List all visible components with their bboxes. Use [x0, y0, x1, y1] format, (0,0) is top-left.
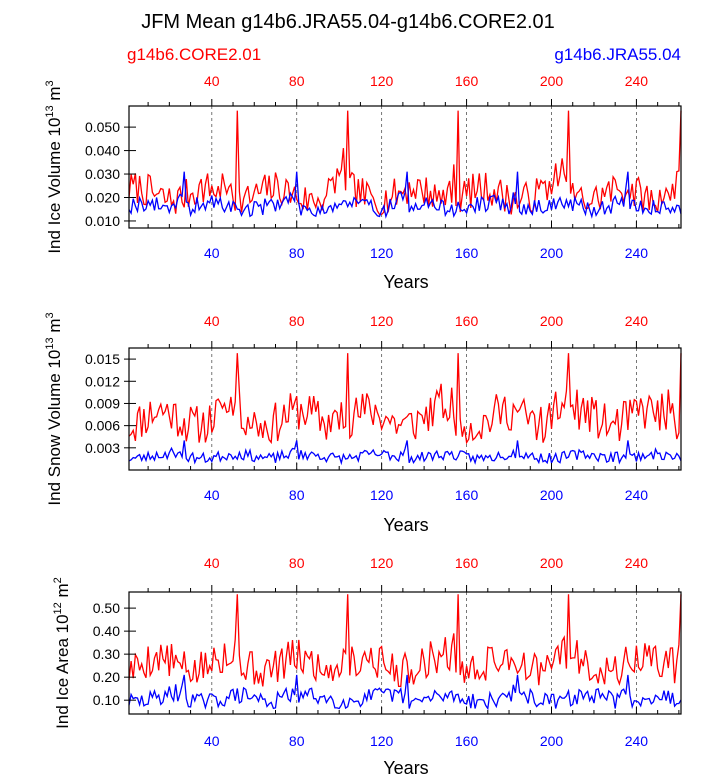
x-tick-label-bottom: 80	[289, 733, 305, 749]
x-tick-label-bottom: 200	[540, 733, 564, 749]
x-tick-label-top: 80	[289, 555, 305, 571]
x-tick-label-bottom: 200	[540, 487, 564, 503]
x-tick-label-top: 80	[289, 73, 305, 89]
y-tick-label: 0.40	[93, 623, 120, 639]
legend-core: g14b6.CORE2.01	[127, 45, 261, 64]
x-tick-label-bottom: 160	[455, 245, 479, 261]
y-axis-title: Ind Ice Volume 1013 m3	[44, 80, 64, 253]
series-line-core	[128, 594, 682, 688]
x-tick-label-top: 120	[370, 73, 394, 89]
x-axis-title: Years	[383, 272, 428, 292]
x-tick-label-bottom: 200	[540, 245, 564, 261]
x-tick-label-top: 40	[204, 555, 220, 571]
x-tick-label-top: 120	[370, 555, 394, 571]
figure-title: JFM Mean g14b6.JRA55.04-g14b6.CORE2.01	[141, 11, 555, 33]
x-axis-title: Years	[383, 515, 428, 535]
series-line-jra	[128, 440, 682, 466]
panel-3: 40 40 80 80 120 120 160 160 200 200 240 240 0.10 0.20…	[52, 555, 682, 775]
x-tick-label-bottom: 240	[625, 487, 649, 503]
x-tick-label-bottom: 40	[204, 245, 220, 261]
legend-jra: g14b6.JRA55.04	[554, 45, 681, 64]
x-tick-label-top: 200	[540, 73, 564, 89]
x-tick-label-bottom: 160	[455, 733, 479, 749]
x-tick-label-top: 240	[625, 73, 649, 89]
y-tick-label: 0.050	[85, 119, 120, 135]
y-tick-label: 0.040	[85, 143, 120, 159]
x-tick-label-top: 240	[625, 313, 649, 329]
x-tick-label-bottom: 40	[204, 487, 220, 503]
x-tick-label-bottom: 240	[625, 245, 649, 261]
y-tick-label: 0.30	[93, 646, 120, 662]
y-tick-label: 0.012	[85, 373, 120, 389]
x-tick-label-bottom: 80	[289, 245, 305, 261]
panel-2: 40 40 80 80 120 120 160 160 200 200 240 240 0.003 0.0…	[44, 312, 682, 535]
y-tick-label: 0.50	[93, 600, 120, 616]
x-tick-label-top: 40	[204, 313, 220, 329]
y-tick-label: 0.020	[85, 190, 120, 206]
panel-1: 40 40 80 80 120 120 160 160 200 200 240 240 0.010 0.0…	[44, 73, 682, 292]
x-tick-label-top: 200	[540, 313, 564, 329]
x-tick-label-bottom: 120	[370, 245, 394, 261]
plot-frame	[128, 591, 682, 715]
x-tick-label-bottom: 160	[455, 487, 479, 503]
series-line-jra	[128, 674, 682, 711]
x-tick-label-bottom: 80	[289, 487, 305, 503]
y-tick-label: 0.006	[85, 418, 120, 434]
x-tick-label-top: 120	[370, 313, 394, 329]
y-tick-label: 0.10	[93, 692, 120, 708]
y-axis-title: Ind Snow Volume 1013 m3	[44, 312, 64, 505]
plot-frame	[128, 105, 682, 229]
x-tick-label-bottom: 120	[370, 733, 394, 749]
plot-frame	[128, 347, 682, 471]
y-tick-label: 0.009	[85, 395, 120, 411]
x-axis-title: Years	[383, 758, 428, 775]
y-tick-label: 0.030	[85, 166, 120, 182]
x-tick-label-bottom: 40	[204, 733, 220, 749]
y-tick-label: 0.003	[85, 440, 120, 456]
y-tick-label: 0.20	[93, 669, 120, 685]
y-axis-title: Ind Ice Area 1012 m2	[52, 577, 72, 729]
x-tick-label-top: 80	[289, 313, 305, 329]
x-tick-label-top: 240	[625, 555, 649, 571]
x-tick-label-top: 160	[455, 313, 479, 329]
x-tick-label-top: 40	[204, 73, 220, 89]
series-line-jra	[128, 171, 682, 219]
x-tick-label-top: 200	[540, 555, 564, 571]
x-tick-label-bottom: 240	[625, 733, 649, 749]
y-tick-label: 0.010	[85, 213, 120, 229]
x-tick-label-top: 160	[455, 73, 479, 89]
y-tick-label: 0.015	[85, 351, 120, 367]
x-tick-label-bottom: 120	[370, 487, 394, 503]
series-line-core	[128, 353, 682, 445]
x-tick-label-top: 160	[455, 555, 479, 571]
